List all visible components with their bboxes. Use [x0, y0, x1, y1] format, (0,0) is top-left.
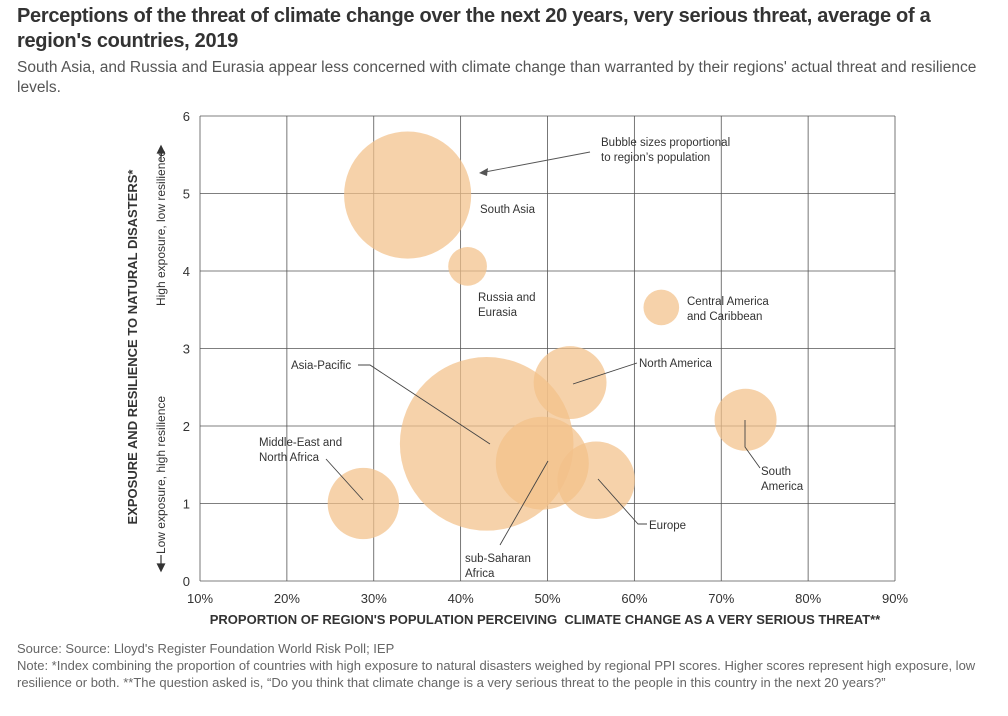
y-axis-sublabel-high: High exposure, low resilience: [154, 150, 168, 306]
leader-line: [358, 364, 491, 445]
bubble: [344, 131, 472, 259]
y-tick-label: 5: [183, 187, 190, 202]
arrow-up-icon: [156, 144, 166, 154]
chart-subtitle: South Asia, and Russia and Eurasia appea…: [17, 59, 977, 96]
source-note: Source: Source: Lloyd's Register Foundat…: [17, 641, 395, 656]
x-tick-label: 90%: [882, 591, 908, 606]
bubble-label-line: Europe: [649, 520, 686, 532]
x-tick-label: 10%: [187, 591, 213, 606]
x-tick-label: 80%: [795, 591, 821, 606]
y-axis-sublabel-high-text: High exposure, low resilience: [154, 150, 168, 306]
grid-lines: [199, 115, 896, 582]
bubble-label: North America: [639, 358, 712, 370]
bubble: [643, 289, 680, 326]
bubble-label: Middle-East and North Africa: [259, 437, 342, 464]
annotation-text: Bubble sizes proportional to region’s po…: [601, 137, 733, 164]
bubble-label: Europe: [649, 520, 686, 532]
size-annotation: Bubble sizes proportional to region’s po…: [479, 137, 733, 176]
annotation-arrowhead-icon: [479, 168, 488, 176]
leader-line: [572, 362, 638, 385]
leader-lines: [325, 362, 761, 546]
annotation-line-1: Bubble sizes proportional: [601, 137, 730, 149]
arrow-down-icon: [156, 563, 166, 573]
x-tick-label: 60%: [621, 591, 647, 606]
leader-line: [499, 460, 549, 546]
bubble-label: South America: [761, 466, 804, 493]
bubble-labels: South Asia Russia and Eurasia Central Ameri…: [259, 204, 804, 580]
bubble-label: sub-Saharan Africa: [465, 553, 531, 580]
y-axis-label: EXPOSURE AND RESILIENCE TO NATURAL DISAS…: [125, 169, 140, 525]
bubble: [533, 346, 607, 420]
y-axis-sublabel-low: Low exposure, high resilience: [154, 396, 168, 554]
bubble-label-line: Eurasia: [478, 307, 518, 319]
bubble-label-line: and Caribbean: [687, 311, 762, 323]
annotation-line-2: to region’s population: [601, 152, 710, 164]
y-tick-label: 2: [183, 419, 190, 434]
x-tick-label: 50%: [534, 591, 560, 606]
bubble: [448, 246, 487, 286]
x-tick-labels: 10% 20% 30% 40% 50% 60% 70% 80% 90%: [187, 591, 908, 606]
footnote: Note: *Index combining the proportion of…: [17, 658, 976, 690]
annotation-arrow-line: [484, 151, 591, 173]
leader-line: [597, 478, 647, 525]
bubble-label: Central America and Caribbean: [687, 296, 769, 323]
bubbles: [327, 131, 777, 540]
x-tick-label: 70%: [708, 591, 734, 606]
y-axis-sublabel-low-text: Low exposure, high resilience: [154, 396, 168, 554]
x-tick-label: 20%: [274, 591, 300, 606]
bubble-label-line: Middle-East and: [259, 437, 342, 449]
bubble-label-line: North America: [639, 358, 712, 370]
bubble-label-line: sub-Saharan: [465, 553, 531, 565]
x-axis-label: PROPORTION OF REGION'S POPULATION PERCEI…: [210, 612, 881, 627]
bubble-label: Asia-Pacific: [291, 360, 351, 372]
y-tick-label: 3: [183, 342, 190, 357]
bubble-label-line: South: [761, 466, 791, 478]
bubble-label-line: Asia-Pacific: [291, 360, 351, 372]
chart-footer: Source: Source: Lloyd's Register Foundat…: [17, 640, 997, 691]
bubble-label-line: America: [761, 481, 804, 493]
y-axis-arrows: [156, 144, 166, 573]
bubble-label: Russia and Eurasia: [478, 292, 536, 319]
bubble-label: South Asia: [480, 204, 536, 216]
y-tick-label: 0: [183, 574, 190, 589]
bubble-chart: South Asia Russia and Eurasia Central Ameri…: [125, 109, 908, 627]
bubble: [714, 388, 777, 451]
bubble: [327, 467, 399, 540]
x-tick-label: 40%: [448, 591, 474, 606]
bubble-label-line: Central America: [687, 296, 769, 308]
y-tick-label: 6: [183, 109, 190, 124]
bubble-label-line: North Africa: [259, 452, 320, 464]
bubble-label-line: Russia and: [478, 292, 536, 304]
y-tick-label: 4: [183, 264, 190, 279]
leader-line: [325, 458, 364, 501]
bubble: [557, 441, 635, 519]
bubble-label-line: South Asia: [480, 204, 536, 216]
x-tick-label: 30%: [361, 591, 387, 606]
y-tick-label: 1: [183, 497, 190, 512]
chart-title: Perceptions of the threat of climate cha…: [17, 5, 931, 52]
leader-line: [744, 420, 761, 469]
y-tick-labels: 0 1 2 3 4 5 6: [183, 109, 190, 589]
bubble-label-line: Africa: [465, 568, 495, 580]
